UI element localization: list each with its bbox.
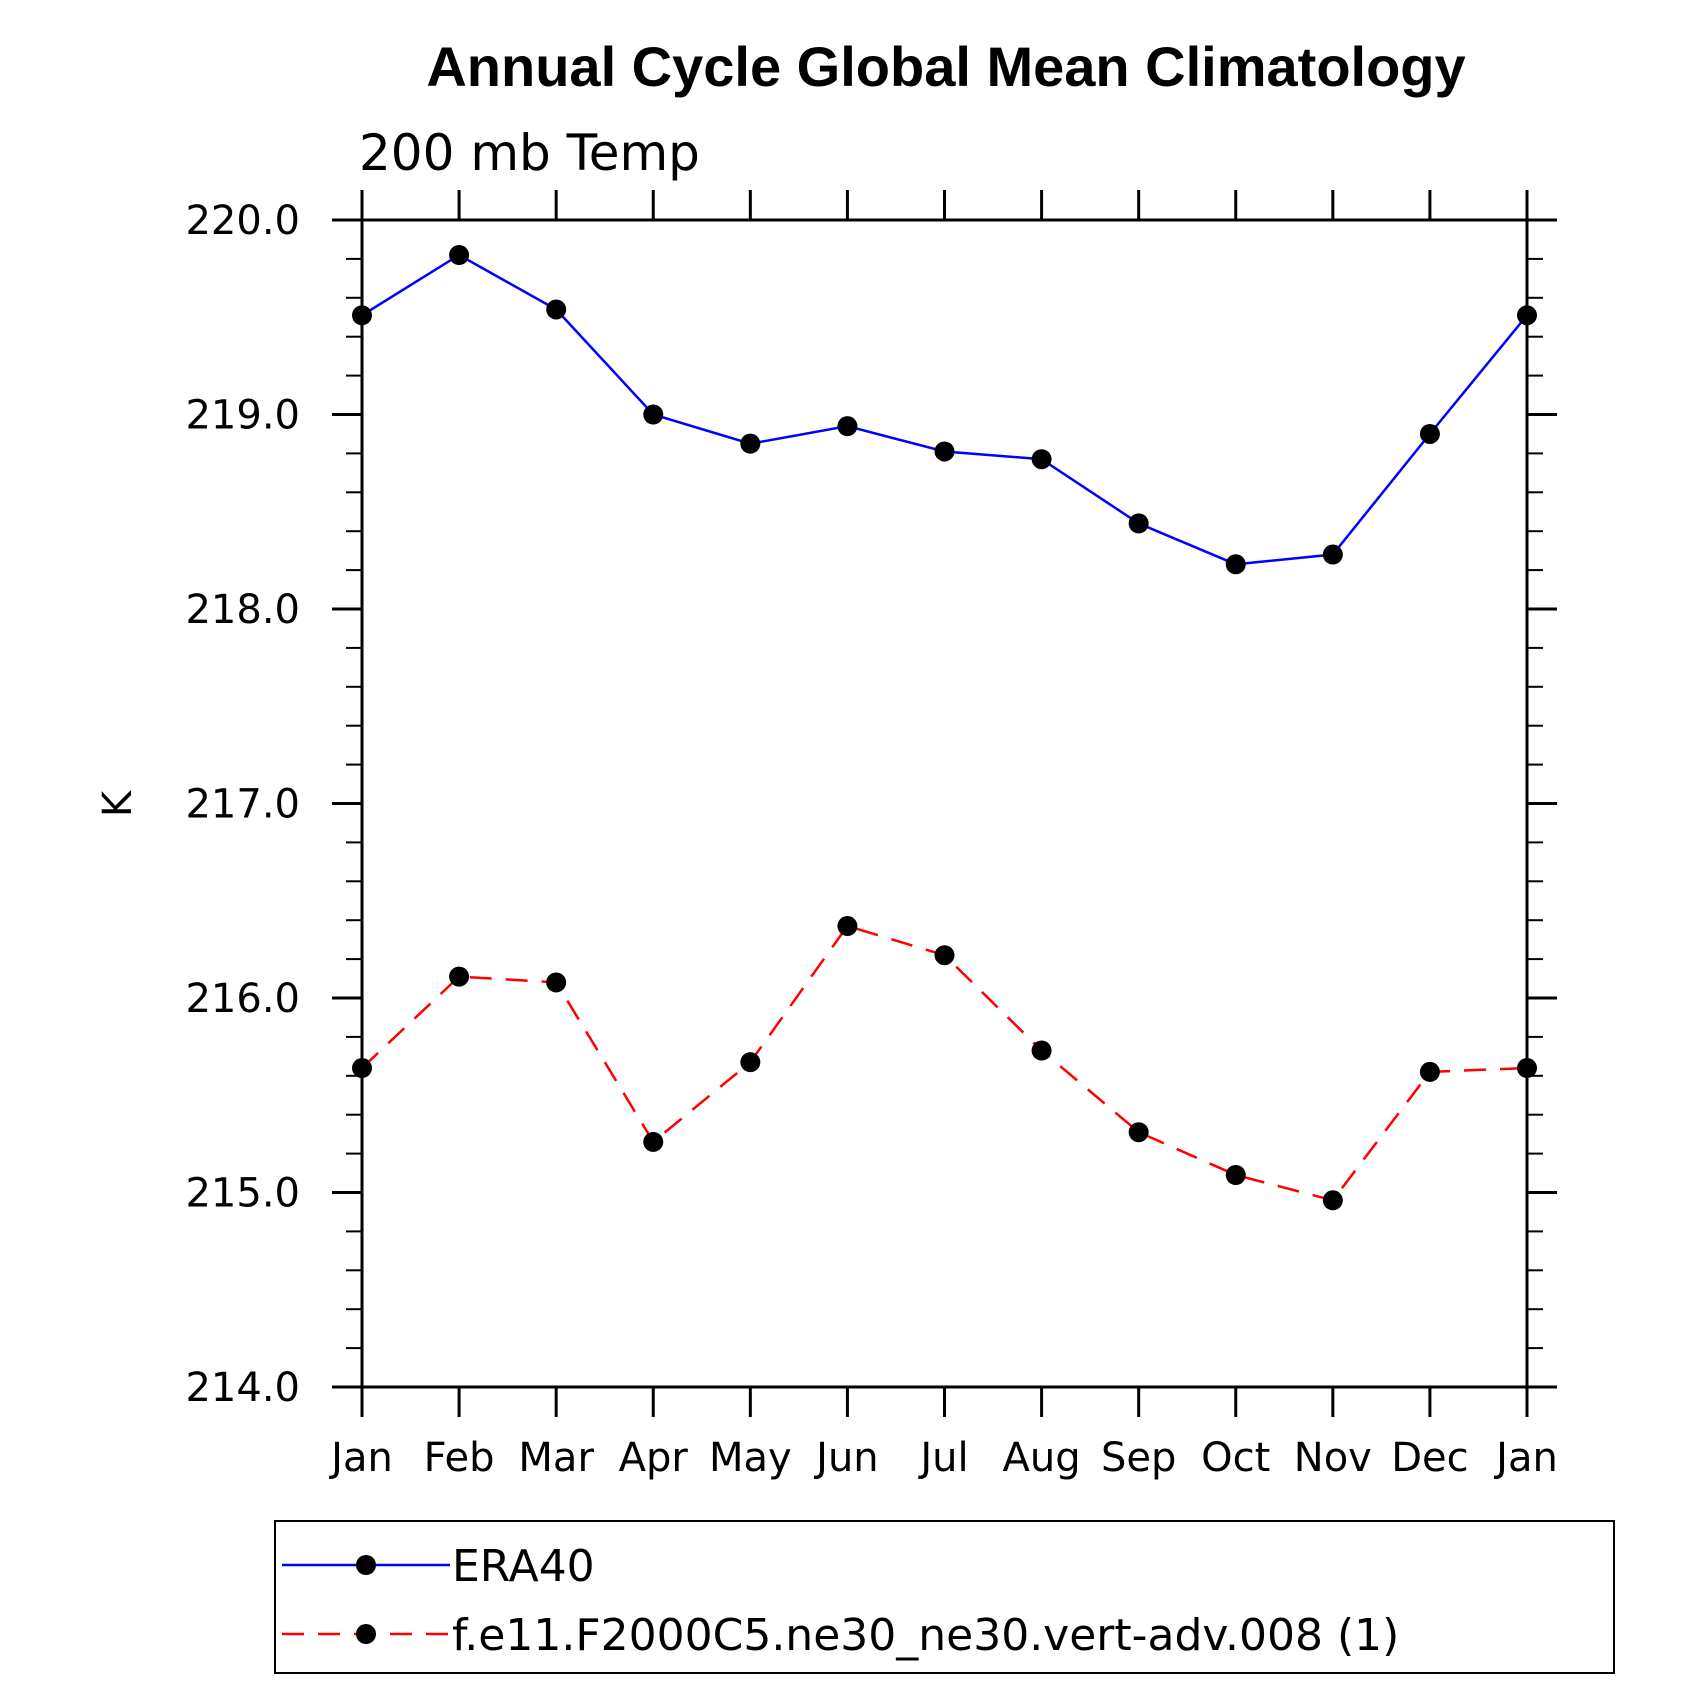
y-tick-label: 215.0 bbox=[185, 1171, 300, 1217]
data-point-1-8 bbox=[1128, 1122, 1149, 1143]
data-point-0-1 bbox=[449, 245, 470, 266]
legend-label-era40: ERA40 bbox=[452, 1541, 595, 1592]
data-point-0-11 bbox=[1419, 423, 1440, 444]
data-point-1-6 bbox=[934, 945, 955, 966]
data-point-1-5 bbox=[837, 916, 858, 937]
x-tick-labels: Jan Feb Mar Apr May Jun Jul Aug Sep Oct Nov Dec Jan bbox=[328, 1435, 1558, 1481]
y-tick-label: 219.0 bbox=[185, 393, 300, 439]
data-point-0-10 bbox=[1322, 544, 1343, 565]
data-point-0-4 bbox=[740, 433, 761, 454]
y-tick-label: 217.0 bbox=[185, 782, 300, 828]
y-tick-label: 216.0 bbox=[185, 976, 300, 1022]
data-point-0-2 bbox=[546, 299, 567, 320]
data-point-0-12 bbox=[1517, 305, 1537, 326]
data-point-0-3 bbox=[643, 404, 664, 425]
data-point-1-10 bbox=[1322, 1190, 1343, 1211]
x-tick-label: Jul bbox=[917, 1435, 968, 1481]
series-line-0 bbox=[361, 253, 1528, 566]
data-point-0-7 bbox=[1031, 449, 1052, 470]
x-tick-label: Nov bbox=[1294, 1435, 1372, 1481]
chart-subtitle: 200 mb Temp bbox=[359, 124, 700, 182]
series-line-1 bbox=[361, 924, 1528, 1202]
y-tick-label: 214.0 bbox=[185, 1365, 300, 1411]
data-point-1-7 bbox=[1031, 1040, 1052, 1061]
x-tick-label: Mar bbox=[518, 1435, 594, 1481]
data-point-1-11 bbox=[1419, 1061, 1440, 1082]
data-point-0-0 bbox=[352, 305, 372, 326]
legend-label-model: f.e11.F2000C5.ne30_ne30.vert-adv.008 (1) bbox=[452, 1610, 1399, 1661]
data-point-1-1 bbox=[449, 966, 470, 987]
data-point-1-9 bbox=[1225, 1164, 1246, 1185]
x-tick-label: Feb bbox=[424, 1435, 495, 1481]
chart-title: Annual Cycle Global Mean Climatology bbox=[426, 35, 1465, 98]
axis-ticks bbox=[332, 190, 1557, 1417]
data-point-0-9 bbox=[1225, 554, 1246, 575]
data-point-0-5 bbox=[837, 416, 858, 437]
x-tick-label: Jan bbox=[328, 1435, 393, 1481]
x-tick-label: Jun bbox=[813, 1435, 879, 1481]
x-tick-label: Oct bbox=[1201, 1435, 1270, 1481]
data-point-1-12 bbox=[1517, 1058, 1537, 1079]
x-tick-label: Apr bbox=[619, 1435, 689, 1481]
x-tick-label: Dec bbox=[1391, 1435, 1468, 1481]
legend: ERA40 f.e11.F2000C5.ne30_ne30.vert-adv.0… bbox=[274, 1520, 1615, 1674]
legend-marker-model bbox=[356, 1624, 376, 1644]
data-point-0-6 bbox=[934, 441, 955, 462]
y-tick-labels: 214.0 215.0 216.0 217.0 218.0 219.0 220.0 bbox=[185, 198, 300, 1411]
x-tick-label: Sep bbox=[1101, 1435, 1176, 1481]
legend-marker-era40 bbox=[356, 1555, 376, 1575]
data-point-1-0 bbox=[352, 1058, 372, 1079]
legend-box bbox=[274, 1520, 1615, 1674]
x-tick-label: May bbox=[709, 1435, 792, 1481]
x-tick-label: Aug bbox=[1003, 1435, 1081, 1481]
series-layer bbox=[352, 245, 1537, 1211]
y-axis-label: K bbox=[95, 789, 141, 817]
data-point-1-2 bbox=[546, 972, 567, 993]
y-tick-label: 218.0 bbox=[185, 587, 300, 633]
data-point-0-8 bbox=[1128, 513, 1149, 534]
y-tick-label: 220.0 bbox=[185, 198, 300, 244]
data-point-1-4 bbox=[740, 1052, 761, 1073]
data-point-1-3 bbox=[643, 1131, 664, 1152]
x-tick-label: Jan bbox=[1493, 1435, 1558, 1481]
plot-frame bbox=[360, 218, 1529, 1389]
